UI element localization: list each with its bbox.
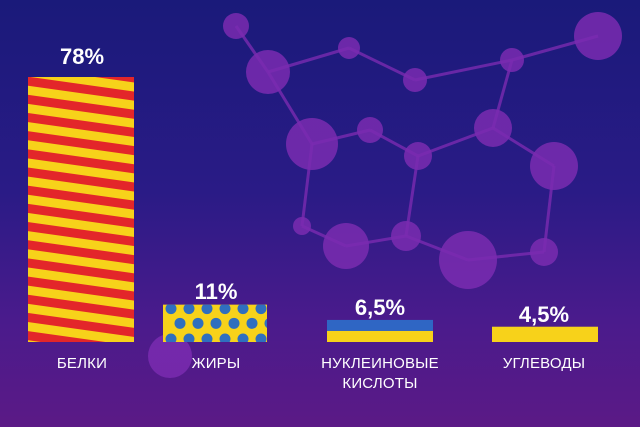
value-label-zhiry: 11% [194,279,238,304]
molecule-atom [474,109,512,147]
molecule-atom [148,334,192,378]
molecule-bond [348,46,416,82]
value-label-nukleinovye: 6,5% [354,295,406,320]
molecule-atom [574,12,622,60]
category-label-nukleinovye-line1: НУКЛЕИНОВЫЕ [321,355,439,372]
molecule-atom [323,223,369,269]
category-label-zhiry: ЖИРЫ [191,355,241,372]
molecule-atom [404,142,432,170]
molecule-bond [414,58,513,82]
molecule-atom [286,118,338,170]
bar-nukleinovye-kisloty [327,319,433,342]
molecule-atom [530,238,558,266]
molecule-background [148,12,622,378]
molecule-atom [530,142,578,190]
category-label-nukleinovye-line2: КИСЛОТЫ [342,375,418,392]
molecule-atom [403,68,427,92]
category-label-uglevody: УГЛЕВОДЫ [502,355,586,372]
bar-zhiry [163,304,267,342]
molecule-atom [357,117,383,143]
molecule-atom [223,13,249,39]
molecule-atom [246,50,290,94]
molecule-atom [391,221,421,251]
bar-uglevody [492,326,598,342]
molecule-atom [338,37,360,59]
bar-belki [28,77,134,342]
molecule-atom [293,217,311,235]
value-label-belki: 78% [59,44,105,69]
value-label-uglevody: 4,5% [518,302,570,327]
molecule-atom [439,231,497,289]
molecule-atom [500,48,524,72]
bars-group [28,77,598,342]
category-label-belki: БЕЛКИ [56,355,108,372]
